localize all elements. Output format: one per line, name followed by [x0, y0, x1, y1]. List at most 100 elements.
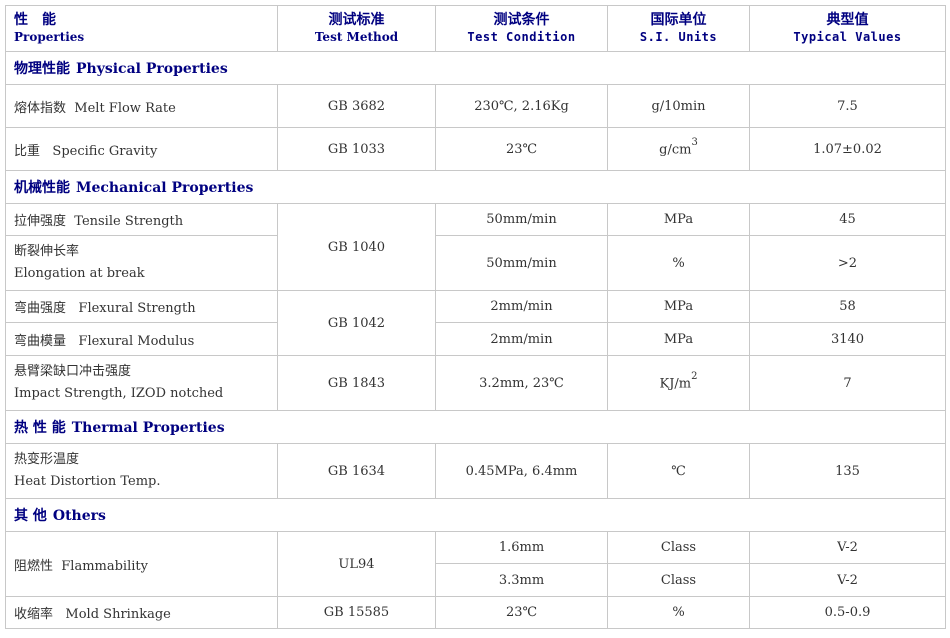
method-cell: GB 1033	[277, 127, 436, 171]
value-cell: 0.5-0.9	[749, 596, 946, 629]
section-row-mechanical: 机械性能 Mechanical Properties	[5, 170, 946, 204]
table-row-impact: 悬臂梁缺口冲击强度 Impact Strength, IZOD notched G…	[5, 355, 946, 411]
condition-cell: 2mm/min	[435, 322, 608, 356]
table-row-mfr: 熔体指数 Melt Flow Rate GB 3682 230℃, 2.16Kg…	[5, 84, 946, 128]
property-name: 断裂伸长率 Elongation at break	[5, 235, 278, 291]
property-name: 阻燃性 Flammability	[5, 531, 278, 597]
section-mechanical-zh: 机械性能	[14, 180, 70, 196]
property-zh: 弯曲模量	[14, 333, 67, 349]
header-units: 国际单位 S.I. Units	[607, 5, 750, 52]
value-cell: 7.5	[749, 84, 946, 128]
header-method-en: Test Method	[314, 29, 399, 44]
unit-cell: ℃	[607, 443, 750, 499]
section-mechanical-en: Mechanical Properties	[76, 180, 254, 196]
property-en: Flexural Modulus	[78, 333, 195, 349]
property-zh: 断裂伸长率	[14, 244, 80, 259]
property-name: 熔体指数 Melt Flow Rate	[5, 84, 278, 128]
method-cell: GB 1634	[277, 443, 436, 499]
unit-text: KJ/m	[659, 376, 692, 392]
property-en: Impact Strength, IZOD notched	[14, 386, 224, 401]
value-cell: 7	[749, 355, 946, 411]
header-condition-zh: 测试条件	[493, 11, 550, 28]
condition-cell: 3.2mm, 23℃	[435, 355, 608, 411]
header-row: 性 能 Properties 测试标准 Test Method 测试条件 Test C…	[5, 5, 946, 52]
unit-cell: g/cm3	[607, 127, 750, 171]
value-cell: 1.07±0.02	[749, 127, 946, 171]
value-cell: 135	[749, 443, 946, 499]
condition-cell: 50mm/min	[435, 235, 608, 291]
section-others: 其 他 Others	[5, 498, 946, 532]
property-en: Flammability	[61, 558, 148, 574]
header-properties-zh: 性 能	[14, 11, 56, 28]
property-en: Flexural Strength	[78, 301, 196, 316]
table-row-tensile: 拉伸强度 Tensile Strength GB 1040 50mm/min M…	[5, 203, 946, 291]
property-zh: 悬臂梁缺口冲击强度	[14, 364, 132, 379]
header-values-en: Typical Values	[793, 29, 902, 44]
property-zh: 弯曲强度	[14, 301, 67, 316]
unit-cell: g/10min	[607, 84, 750, 128]
property-zh: 比重	[14, 143, 41, 159]
property-name: 热变形温度 Heat Distortion Temp.	[5, 443, 278, 499]
unit-cell: Class	[607, 563, 750, 597]
section-others-en: Others	[52, 508, 106, 524]
value-cell: >2	[749, 235, 946, 291]
section-thermal-zh: 热 性 能	[14, 420, 66, 436]
table-row-flammability-1: 阻燃性 Flammability UL94 1.6mm Class V-2	[5, 531, 946, 597]
table-row-hdt: 热变形温度 Heat Distortion Temp. GB 1634 0.45M…	[5, 443, 946, 499]
property-en: Melt Flow Rate	[74, 100, 176, 116]
section-physical-en: Physical Properties	[76, 61, 228, 77]
section-thermal: 热 性 能 Thermal Properties	[5, 410, 946, 444]
property-zh: 熔体指数	[14, 100, 67, 116]
properties-sheet: 性 能 Properties 测试标准 Test Method 测试条件 Test C…	[5, 5, 946, 633]
section-mechanical: 机械性能 Mechanical Properties	[5, 170, 946, 204]
header-values-zh: 典型值	[826, 11, 869, 28]
header-condition-en: Test Condition	[467, 29, 576, 44]
condition-cell: 23℃	[435, 596, 608, 629]
section-others-zh: 其 他	[14, 508, 47, 524]
section-physical: 物理性能 Physical Properties	[5, 51, 946, 85]
property-en: Elongation at break	[14, 266, 145, 281]
section-row-others: 其 他 Others	[5, 498, 946, 532]
value-cell: 3140	[749, 322, 946, 356]
unit-cell: %	[607, 596, 750, 629]
property-name: 比重 Specific Gravity	[5, 127, 278, 171]
property-en: Mold Shrinkage	[65, 607, 171, 622]
condition-cell: 50mm/min	[435, 203, 608, 236]
unit-cell: MPa	[607, 203, 750, 236]
header-properties-en: Properties	[14, 29, 85, 44]
header-properties: 性 能 Properties	[5, 5, 278, 52]
unit-cell: KJ/m2	[607, 355, 750, 411]
header-condition: 测试条件 Test Condition	[435, 5, 608, 52]
condition-cell: 3.3mm	[435, 563, 608, 597]
condition-cell: 230℃, 2.16Kg	[435, 84, 608, 128]
header-units-en: S.I. Units	[639, 29, 718, 44]
property-en: Heat Distortion Temp.	[14, 474, 161, 489]
property-name: 收缩率 Mold Shrinkage	[5, 596, 278, 629]
method-cell: GB 15585	[277, 596, 436, 629]
property-name: 拉伸强度 Tensile Strength	[5, 203, 278, 236]
value-cell: V-2	[749, 563, 946, 597]
properties-table: 性 能 Properties 测试标准 Test Method 测试条件 Test C…	[5, 5, 946, 629]
unit-cell: MPa	[607, 322, 750, 356]
condition-cell: 1.6mm	[435, 531, 608, 564]
table-row-flexural-strength: 弯曲强度 Flexural Strength GB 1042 2mm/min M…	[5, 290, 946, 356]
header-method-zh: 测试标准	[328, 11, 385, 28]
table-row-shrinkage: 收缩率 Mold Shrinkage GB 15585 23℃ % 0.5-0.…	[5, 596, 946, 629]
method-cell: GB 1040	[277, 203, 436, 291]
property-name: 悬臂梁缺口冲击强度 Impact Strength, IZOD notched	[5, 355, 278, 411]
condition-cell: 23℃	[435, 127, 608, 171]
method-cell: GB 3682	[277, 84, 436, 128]
property-zh: 收缩率	[14, 607, 54, 622]
property-zh: 热变形温度	[14, 452, 80, 467]
header-units-zh: 国际单位	[650, 11, 707, 28]
value-cell: 45	[749, 203, 946, 236]
unit-cell: %	[607, 235, 750, 291]
property-en: Specific Gravity	[52, 143, 158, 159]
unit-cell: Class	[607, 531, 750, 564]
section-row-thermal: 热 性 能 Thermal Properties	[5, 410, 946, 444]
method-cell: GB 1042	[277, 290, 436, 356]
unit-cell: MPa	[607, 290, 750, 323]
table-row-sg: 比重 Specific Gravity GB 1033 23℃ g/cm3 1.…	[5, 127, 946, 171]
section-physical-zh: 物理性能	[14, 61, 70, 77]
header-values: 典型值 Typical Values	[749, 5, 946, 52]
